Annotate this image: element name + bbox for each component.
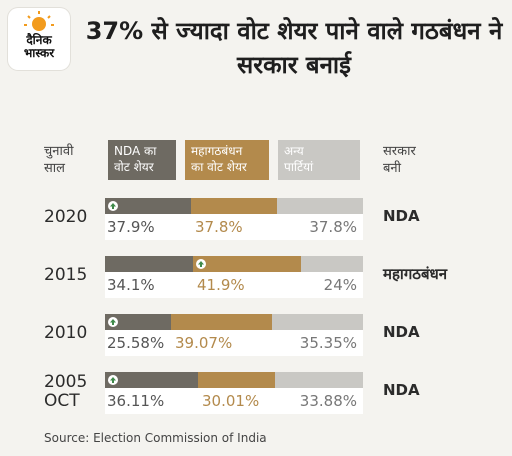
value-label-nda: 36.11% bbox=[107, 392, 165, 410]
header-election-year: चुनावी साल bbox=[44, 143, 104, 177]
value-label-oth: 37.8% bbox=[309, 218, 357, 236]
government-label: NDA bbox=[383, 323, 420, 341]
bar-nda bbox=[105, 372, 198, 388]
value-label-nda: 25.58% bbox=[107, 334, 165, 352]
legend-mgb-line2: का वोट शेयर bbox=[191, 160, 247, 174]
header-gov-line1: सरकार bbox=[383, 144, 416, 159]
sun-icon bbox=[24, 11, 54, 31]
legend-nda-line2: वोट शेयर bbox=[114, 160, 154, 174]
up-arrow-icon bbox=[108, 375, 118, 385]
bar-oth bbox=[301, 256, 363, 272]
government-label: NDA bbox=[383, 381, 420, 399]
value-label-nda: 34.1% bbox=[107, 276, 155, 294]
value-label-oth: 24% bbox=[323, 276, 357, 294]
legend-others: अन्य पार्टियां bbox=[278, 140, 360, 180]
legend-others-line2: पार्टियां bbox=[284, 160, 314, 174]
bar-row: 34.1% 41.9% 24% bbox=[105, 256, 363, 298]
year-label-line: 2005 bbox=[44, 372, 88, 392]
bar-mgb bbox=[198, 372, 275, 388]
bar-nda bbox=[105, 256, 193, 272]
bar-nda bbox=[105, 198, 191, 214]
year-label: 2020 bbox=[44, 208, 104, 227]
government-label: NDA bbox=[383, 207, 420, 225]
bar-mgb bbox=[171, 314, 272, 330]
government-label: महागठबंधन bbox=[383, 265, 448, 283]
dainik-bhaskar-logo: दैनिक भास्कर bbox=[8, 8, 70, 70]
logo-text-line2: भास्कर bbox=[23, 46, 55, 60]
year-label-line: 2015 bbox=[44, 265, 88, 285]
year-label-line: OCT bbox=[44, 391, 80, 411]
value-label-mgb: 39.07% bbox=[175, 334, 233, 352]
bar-oth bbox=[275, 372, 363, 388]
bar-mgb bbox=[191, 198, 277, 214]
header-government-formed: सरकार बनी bbox=[383, 143, 463, 177]
value-label-nda: 37.9% bbox=[107, 218, 155, 236]
up-arrow-icon bbox=[108, 201, 118, 211]
legend-others-line1: अन्य bbox=[284, 144, 304, 158]
legend-mgb-line1: महागठबंधन bbox=[191, 144, 243, 158]
year-label-line: 2010 bbox=[44, 323, 88, 343]
value-label-oth: 33.88% bbox=[299, 392, 357, 410]
bar-row: 37.9% 37.8% 37.8% bbox=[105, 198, 363, 240]
bar-mgb bbox=[193, 256, 301, 272]
legend-mahagathbandhan: महागठबंधन का वोट शेयर bbox=[185, 140, 269, 180]
up-arrow-icon bbox=[196, 259, 206, 269]
value-label-oth: 35.35% bbox=[299, 334, 357, 352]
bar-nda bbox=[105, 314, 171, 330]
header-year-line1: चुनावी bbox=[44, 144, 74, 159]
year-label: 2005 OCT bbox=[44, 373, 104, 411]
year-label-line: 2020 bbox=[44, 207, 88, 227]
header-gov-line2: बनी bbox=[383, 161, 402, 176]
year-label: 2015 bbox=[44, 266, 104, 285]
legend-nda-line1: NDA का bbox=[114, 144, 157, 158]
bar-oth bbox=[277, 198, 363, 214]
header-year-line2: साल bbox=[44, 161, 65, 176]
logo-text-line1: दैनिक bbox=[26, 33, 52, 47]
value-label-mgb: 41.9% bbox=[197, 276, 245, 294]
value-label-mgb: 37.8% bbox=[195, 218, 243, 236]
legend-nda: NDA का वोट शेयर bbox=[108, 140, 176, 180]
year-label: 2010 bbox=[44, 324, 104, 343]
up-arrow-icon bbox=[108, 317, 118, 327]
source-note: Source: Election Commission of India bbox=[44, 431, 267, 445]
chart-title: 37% से ज्यादा वोट शेयर पाने वाले गठबंधन … bbox=[85, 17, 503, 79]
bar-row: 25.58% 39.07% 35.35% bbox=[105, 314, 363, 356]
bar-oth bbox=[272, 314, 363, 330]
bar-row: 36.11% 30.01% 33.88% bbox=[105, 372, 363, 414]
value-label-mgb: 30.01% bbox=[202, 392, 260, 410]
